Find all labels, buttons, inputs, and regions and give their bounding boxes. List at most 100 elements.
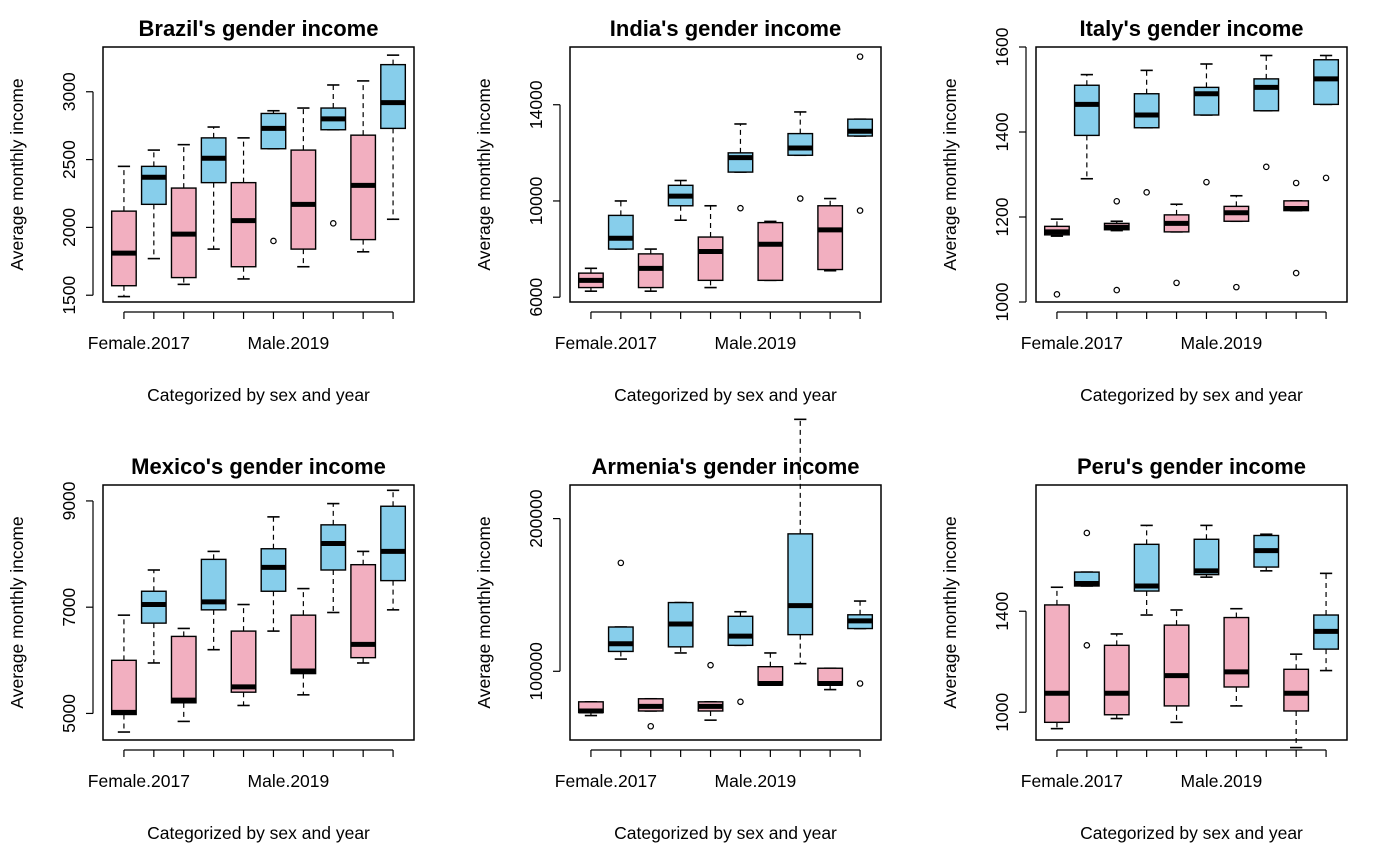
box-female bbox=[110, 659, 137, 716]
box-2 bbox=[607, 559, 634, 660]
x-tick-label: Male.2019 bbox=[1181, 333, 1263, 353]
outlier-point bbox=[1053, 291, 1061, 298]
y-tick-label: 1000 bbox=[992, 692, 1012, 731]
box-male bbox=[1133, 93, 1160, 129]
boxplot-panel-6: Peru's gender income 1000 1400 Female.2017 M… bbox=[940, 454, 1348, 843]
box-male bbox=[380, 505, 407, 582]
outlier-point bbox=[1113, 197, 1121, 205]
box-3 bbox=[1103, 633, 1130, 720]
outlier-point bbox=[1083, 642, 1091, 649]
box-9 bbox=[1283, 653, 1310, 749]
box-9 bbox=[350, 80, 377, 253]
box-2 bbox=[607, 200, 634, 250]
box-3 bbox=[170, 143, 197, 286]
box-female bbox=[697, 236, 724, 282]
box-6 bbox=[1193, 524, 1220, 578]
box-8 bbox=[1253, 54, 1280, 171]
y-axis-title: Average monthly income bbox=[940, 516, 960, 708]
box-4 bbox=[200, 550, 227, 651]
box-male bbox=[260, 112, 287, 150]
box-male bbox=[607, 214, 634, 250]
panel-title: India's gender income bbox=[610, 16, 841, 41]
y-axis-title: Average monthly income bbox=[940, 78, 960, 270]
outlier-point bbox=[737, 698, 744, 706]
x-tick-label: Male.2019 bbox=[248, 771, 330, 791]
x-axis-title: Categorized by sex and year bbox=[1080, 385, 1303, 405]
box-7 bbox=[290, 587, 317, 696]
box-2 bbox=[1073, 529, 1100, 649]
box-10 bbox=[1313, 572, 1340, 672]
x-axis-title: Categorized by sex and year bbox=[147, 823, 370, 843]
outlier-point bbox=[1233, 283, 1240, 291]
x-tick-label: Female.2017 bbox=[555, 771, 657, 791]
y-axis-title: Average monthly income bbox=[7, 78, 27, 270]
x-tick-label: Female.2017 bbox=[88, 771, 190, 791]
plot-frame bbox=[102, 484, 415, 741]
boxplot-panel-1: Brazil's gender income 1500 2000 2500 3000 Fe… bbox=[7, 16, 415, 405]
box-2 bbox=[1073, 73, 1100, 180]
box-male bbox=[380, 63, 407, 130]
outlier-point bbox=[1262, 163, 1270, 171]
box-8 bbox=[787, 418, 814, 665]
y-tick-label: 3000 bbox=[59, 72, 79, 111]
box-5 bbox=[1163, 203, 1190, 287]
y-axis-title: Average monthly income bbox=[474, 516, 494, 708]
box-male bbox=[320, 524, 347, 571]
y-tick-label: 1400 bbox=[992, 592, 1012, 631]
box-female bbox=[817, 205, 844, 271]
y-tick-label: 1000 bbox=[992, 282, 1012, 321]
box-female bbox=[230, 181, 257, 268]
outlier-point bbox=[647, 722, 655, 730]
plot-frame bbox=[569, 46, 882, 303]
y-tick-label: 1600 bbox=[992, 27, 1012, 66]
box-9 bbox=[350, 550, 377, 664]
box-8 bbox=[787, 111, 814, 202]
box-4 bbox=[1133, 524, 1160, 616]
box-male bbox=[787, 132, 814, 156]
box-10 bbox=[847, 600, 874, 687]
outlier-point bbox=[1292, 269, 1300, 277]
box-male bbox=[1073, 84, 1100, 137]
box-10 bbox=[847, 53, 874, 214]
box-female bbox=[1103, 644, 1130, 716]
box-5 bbox=[697, 204, 724, 289]
box-7 bbox=[290, 107, 317, 268]
panel-title: Italy's gender income bbox=[1079, 16, 1303, 41]
boxplot-panel-4: Mexico's gender income 5000 7000 9000 Female… bbox=[7, 454, 415, 843]
x-axis-title: Categorized by sex and year bbox=[147, 385, 370, 405]
plot-frame bbox=[1035, 484, 1348, 741]
box-7 bbox=[1223, 194, 1250, 291]
box-9 bbox=[817, 197, 844, 272]
y-tick-label: 6000 bbox=[526, 277, 546, 316]
box-2 bbox=[140, 149, 167, 260]
box-male bbox=[607, 626, 634, 653]
box-female bbox=[1223, 616, 1250, 688]
box-female bbox=[170, 635, 197, 704]
box-5 bbox=[230, 137, 257, 280]
box-7 bbox=[1223, 607, 1250, 707]
y-tick-label: 1500 bbox=[59, 275, 79, 314]
panel-title: Mexico's gender income bbox=[131, 454, 386, 479]
box-10 bbox=[380, 489, 407, 611]
outlier-point bbox=[617, 559, 625, 567]
boxplot-panel-3: Italy's gender income 1000 1200 1400 1600 Fem… bbox=[940, 16, 1348, 405]
plot-frame bbox=[1035, 46, 1348, 303]
box-female bbox=[757, 221, 784, 282]
box-3 bbox=[637, 248, 664, 292]
y-tick-label: 100000 bbox=[526, 642, 546, 701]
box-1 bbox=[577, 267, 604, 292]
box-male bbox=[1313, 59, 1340, 106]
box-female bbox=[290, 149, 317, 250]
x-tick-label: Male.2019 bbox=[1181, 771, 1263, 791]
box-10 bbox=[1313, 54, 1340, 182]
box-6 bbox=[260, 109, 287, 245]
outlier-point bbox=[1143, 189, 1150, 196]
y-tick-label: 1200 bbox=[992, 197, 1012, 236]
box-6 bbox=[260, 516, 287, 632]
outlier-point bbox=[1203, 178, 1210, 186]
box-2 bbox=[140, 569, 167, 664]
box-7 bbox=[757, 652, 784, 687]
y-axis-title: Average monthly income bbox=[7, 516, 27, 708]
outlier-point bbox=[1113, 286, 1121, 294]
